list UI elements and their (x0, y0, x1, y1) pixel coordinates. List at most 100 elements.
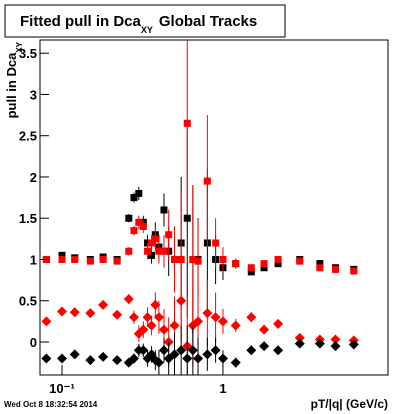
marker (232, 260, 240, 268)
marker (274, 255, 282, 263)
y-tick-label: 2.5 (19, 129, 37, 144)
marker (112, 355, 123, 366)
marker (155, 247, 163, 255)
y-axis-label: pull in DcaXY (4, 41, 24, 118)
marker (135, 218, 143, 226)
marker (202, 349, 213, 360)
marker (193, 316, 204, 327)
marker (316, 264, 324, 272)
marker (183, 119, 191, 127)
marker (150, 299, 161, 310)
marker (212, 239, 220, 247)
marker (169, 349, 180, 360)
marker (98, 299, 109, 310)
marker (71, 255, 79, 263)
marker (203, 177, 211, 185)
marker (158, 324, 169, 335)
y-tick-label: 2 (30, 170, 37, 185)
marker (153, 357, 164, 368)
marker (135, 189, 143, 197)
marker (194, 257, 202, 265)
marker (165, 231, 173, 239)
marker (144, 247, 152, 255)
marker (296, 257, 304, 265)
marker (247, 268, 255, 276)
marker (130, 227, 138, 235)
marker (85, 308, 96, 319)
marker (331, 265, 339, 273)
y-label-main: pull in Dca (4, 52, 19, 119)
marker (58, 251, 66, 259)
marker (85, 355, 96, 366)
marker (123, 294, 134, 305)
marker (69, 349, 80, 360)
marker (294, 332, 305, 343)
title-main: Fitted pull in Dca (20, 13, 141, 30)
marker (273, 345, 284, 356)
chart-title: Fitted pull in DcaXY Global Tracks (20, 13, 257, 35)
x-axis-label: pT/|q| (GeV/c) (311, 397, 388, 411)
marker (98, 351, 109, 362)
plot-frame (39, 39, 389, 376)
y-tick-label: 1 (30, 252, 37, 267)
marker (182, 353, 193, 364)
marker (274, 260, 282, 268)
marker (148, 251, 156, 259)
marker (217, 353, 228, 364)
marker (128, 312, 139, 323)
marker (330, 334, 341, 345)
marker (273, 318, 284, 329)
marker (138, 345, 149, 356)
marker (259, 324, 270, 335)
marker (148, 239, 156, 247)
marker (169, 320, 180, 331)
y-label-subscript: XY (15, 41, 24, 52)
marker (57, 306, 68, 317)
marker (139, 222, 147, 230)
marker (160, 247, 168, 255)
marker (260, 260, 268, 268)
marker (41, 353, 52, 364)
marker (58, 255, 66, 263)
timestamp: Wed Oct 8 18:32:54 2014 (4, 400, 98, 409)
marker (69, 307, 80, 318)
title-suffix: Global Tracks (159, 13, 257, 30)
marker (183, 214, 191, 222)
title-box (4, 4, 286, 38)
marker (246, 345, 257, 356)
marker (57, 353, 68, 364)
marker (125, 214, 133, 222)
y-tick-label: 1.5 (19, 211, 37, 226)
marker (125, 247, 133, 255)
marker (113, 257, 121, 265)
marker (41, 316, 52, 327)
marker (219, 255, 227, 263)
marker (86, 257, 94, 265)
marker (202, 308, 213, 319)
y-tick-label: 0 (30, 335, 37, 350)
marker (210, 345, 221, 356)
y-tick-label: 3.5 (19, 46, 37, 61)
marker (247, 264, 255, 272)
marker (348, 339, 359, 350)
marker (130, 194, 138, 202)
marker (146, 320, 157, 331)
marker (158, 345, 169, 356)
marker (316, 260, 324, 268)
marker (189, 255, 197, 263)
x-tick-label: 10⁻¹ (49, 381, 75, 396)
marker (294, 338, 305, 349)
y-tick-label: 3 (30, 87, 37, 102)
title-subscript: XY (141, 25, 153, 35)
marker (259, 341, 270, 352)
y-tick-label: 0.5 (19, 294, 37, 309)
marker (314, 338, 325, 349)
marker (176, 345, 187, 356)
marker (151, 235, 159, 243)
marker (330, 341, 341, 352)
x-tick-label: 1 (219, 381, 226, 396)
marker (99, 255, 107, 263)
marker (153, 312, 164, 323)
marker (171, 255, 179, 263)
marker (350, 267, 358, 275)
